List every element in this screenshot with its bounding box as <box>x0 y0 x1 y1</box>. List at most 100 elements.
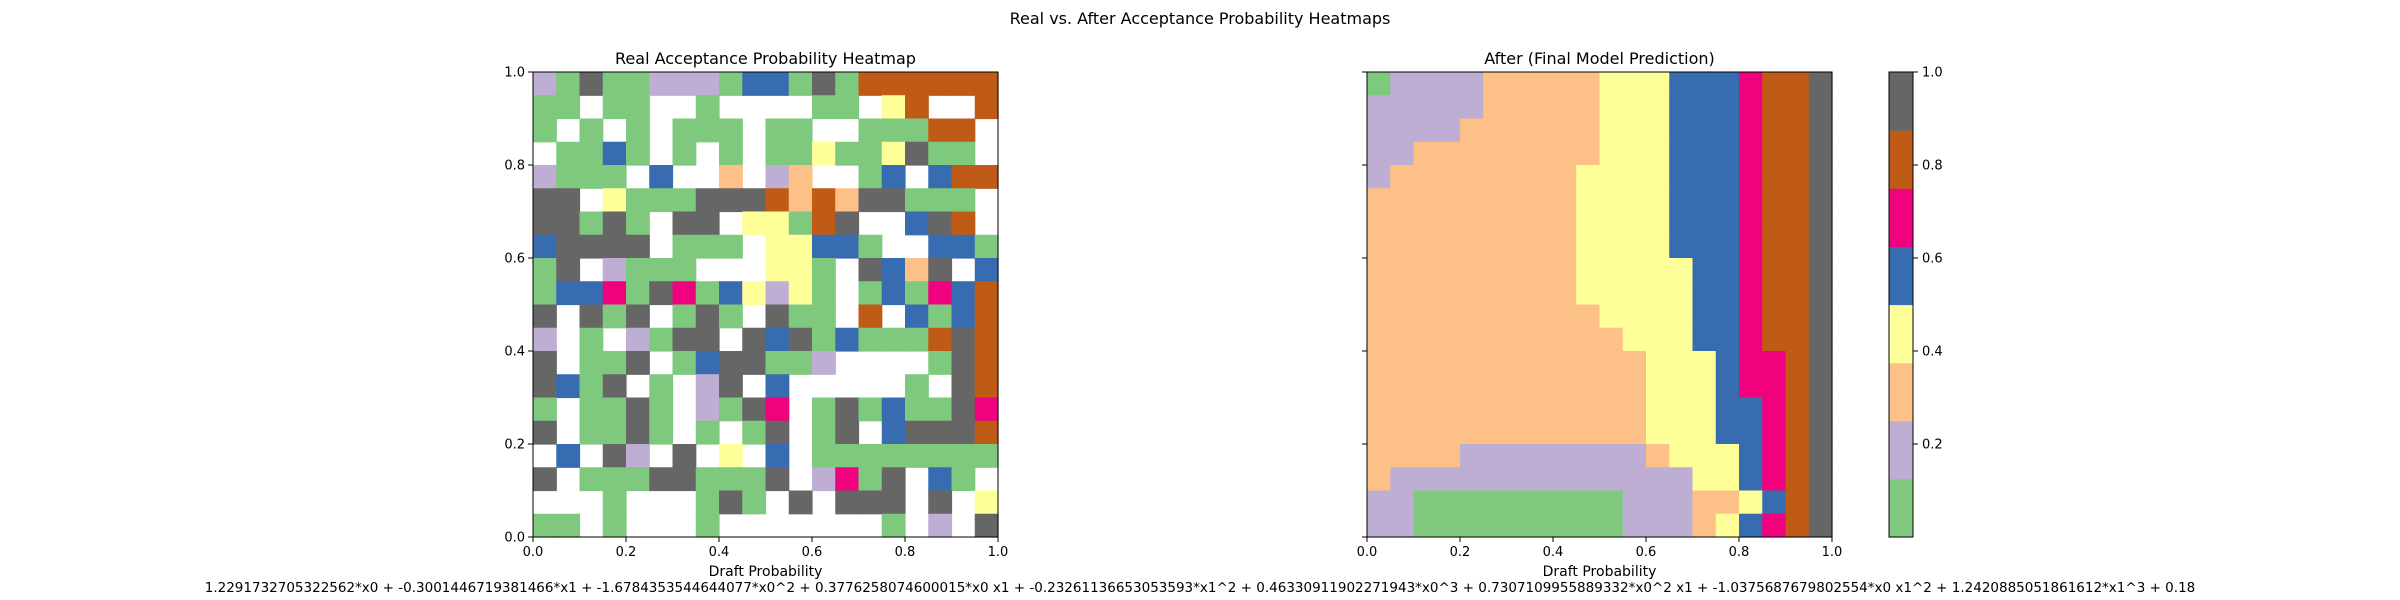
heatmap-cell <box>951 467 976 492</box>
heatmap-cell <box>533 211 557 236</box>
heatmap-cell <box>905 304 929 329</box>
heatmap-cell <box>533 420 557 445</box>
heatmap-cell <box>626 72 650 96</box>
heatmap-cell <box>974 258 999 282</box>
heatmap-cell <box>951 188 976 213</box>
heatmap-region <box>1390 72 1484 96</box>
heatmap-region <box>1460 118 1601 143</box>
heatmap-region <box>1808 258 1833 282</box>
heatmap-cell <box>602 467 627 492</box>
heatmap-cell <box>602 397 627 422</box>
heatmap-cell <box>719 141 743 166</box>
heatmap-region <box>1367 490 1415 515</box>
heatmap-cell <box>974 304 999 329</box>
heatmap-cell <box>928 467 953 492</box>
heatmap-cell <box>533 304 557 329</box>
left-x-axis: 0.0 0.2 0.4 0.6 0.8 1.0 <box>523 537 1008 560</box>
heatmap-region <box>1367 234 1577 259</box>
heatmap-region <box>1390 165 1577 189</box>
heatmap-cell <box>672 351 697 375</box>
heatmap-region <box>1808 420 1833 445</box>
heatmap-region <box>1715 374 1740 399</box>
heatmap-cell <box>626 444 650 468</box>
heatmap-region <box>1692 467 1740 492</box>
heatmap-region <box>1622 490 1694 515</box>
heatmap-region <box>1576 165 1670 189</box>
heatmap-cell <box>719 188 743 213</box>
heatmap-region <box>1367 95 1484 120</box>
heatmap-cell <box>695 327 720 352</box>
heatmap-cell <box>579 281 604 306</box>
heatmap-cell <box>881 327 906 352</box>
heatmap-cell <box>928 281 953 306</box>
heatmap-cell <box>788 281 813 306</box>
heatmap-region <box>1785 513 1810 538</box>
heatmap-region <box>1413 141 1601 166</box>
heatmap-cell <box>602 211 627 236</box>
y-tick-label: 0.8 <box>504 159 525 174</box>
heatmap-cell <box>974 397 999 422</box>
heatmap-cell <box>602 490 627 515</box>
heatmap-region <box>1576 281 1694 306</box>
heatmap-cell <box>765 304 790 329</box>
y-tick-label: 0.0 <box>504 531 525 546</box>
heatmap-cell <box>905 118 929 143</box>
heatmap-region <box>1669 165 1740 189</box>
heatmap-region <box>1367 513 1391 538</box>
heatmap-cell <box>672 234 697 259</box>
heatmap-cell <box>719 165 743 189</box>
heatmap-region <box>1715 397 1763 422</box>
heatmap-cell <box>765 397 790 422</box>
heatmap-cell <box>881 513 906 538</box>
heatmap-cell <box>858 467 883 492</box>
heatmap-cell <box>649 374 674 399</box>
heatmap-cell <box>533 327 557 352</box>
heatmap-region <box>1762 72 1810 96</box>
heatmap-cell <box>928 234 953 259</box>
heatmap-cell <box>835 444 860 468</box>
x-tick-label: 0.6 <box>802 545 823 560</box>
heatmap-cell <box>788 234 813 259</box>
heatmap-cell <box>765 211 790 236</box>
heatmap-cell <box>812 444 836 468</box>
heatmap-cell <box>812 304 836 329</box>
heatmap-region <box>1808 95 1833 120</box>
heatmap-region <box>1739 95 1763 120</box>
heatmap-cell <box>928 513 953 538</box>
heatmap-cell <box>556 258 581 282</box>
heatmap-cell <box>812 72 836 96</box>
heatmap-cell <box>626 304 650 329</box>
heatmap-cell <box>928 72 953 96</box>
heatmap-cell <box>974 513 999 538</box>
heatmap-cell <box>788 490 813 515</box>
heatmap-cell <box>672 281 697 306</box>
heatmap-cell <box>742 188 767 213</box>
heatmap-region <box>1808 118 1833 143</box>
heatmap-cell <box>881 490 906 515</box>
heatmap-region <box>1483 72 1601 96</box>
right-heatmap-title: After (Final Model Prediction) <box>1484 49 1715 68</box>
heatmap-cell <box>951 444 976 468</box>
heatmap-cell <box>788 327 813 352</box>
heatmap-cell <box>928 444 953 468</box>
heatmap-region <box>1762 281 1810 306</box>
heatmap-cell <box>695 374 720 399</box>
heatmap-cell <box>812 211 836 236</box>
heatmap-region <box>1762 211 1810 236</box>
x-tick-label: 0.2 <box>616 545 637 560</box>
heatmap-cell <box>533 397 557 422</box>
heatmap-region <box>1367 118 1461 143</box>
colorbar-tick-label: 0.8 <box>1922 159 1943 174</box>
heatmap-cell <box>974 327 999 352</box>
heatmap-region <box>1808 397 1833 422</box>
heatmap-cell <box>556 141 581 166</box>
heatmap-cell <box>765 374 790 399</box>
heatmap-cell <box>765 467 790 492</box>
heatmap-cell <box>951 165 976 189</box>
heatmap-region <box>1808 490 1833 515</box>
heatmap-region <box>1646 467 1694 492</box>
heatmap-cell <box>812 467 836 492</box>
heatmap-cell <box>812 141 836 166</box>
heatmap-cell <box>951 234 976 259</box>
heatmap-cell <box>556 281 581 306</box>
